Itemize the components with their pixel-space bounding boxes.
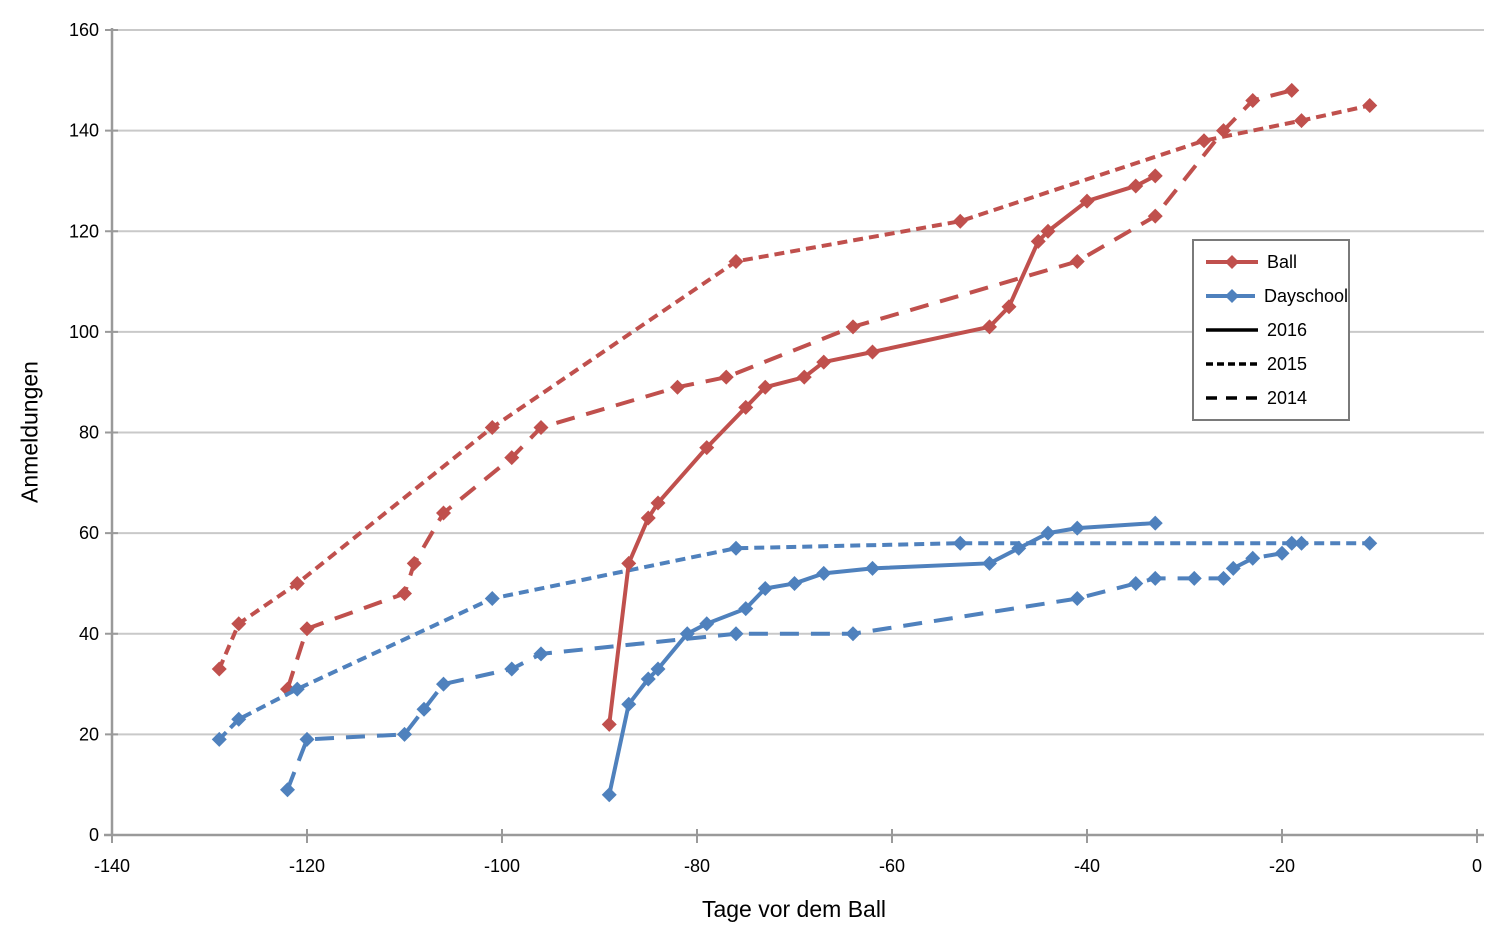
legend-line-2016-icon — [1206, 328, 1258, 332]
y-tick-label: 160 — [69, 20, 99, 40]
series-dayschool-2014-line — [285, 541, 1294, 791]
x-tick-label: -140 — [94, 856, 130, 876]
legend: Ball Dayschool 2016 2015 2014 — [1192, 239, 1350, 421]
x-tick-label: -20 — [1269, 856, 1295, 876]
x-tick-label: -100 — [484, 856, 520, 876]
legend-line-ball-icon — [1206, 255, 1258, 269]
series-dayschool-2016-markers — [601, 515, 1163, 803]
y-axis-title: Anmeldungen — [16, 361, 43, 503]
legend-entry-2016: 2016 — [1206, 314, 1348, 346]
series-dayschool-2014-markers — [280, 535, 1300, 798]
legend-sample-marker — [1225, 255, 1239, 269]
legend-entry-ball: Ball — [1206, 246, 1348, 278]
y-tick-label: 0 — [89, 825, 99, 845]
series-dayschool-2015-markers — [211, 535, 1378, 747]
legend-entry-2014: 2014 — [1206, 382, 1348, 414]
x-tick-label: -80 — [684, 856, 710, 876]
x-tick-label: 0 — [1472, 856, 1482, 876]
x-tick-label: -120 — [289, 856, 325, 876]
legend-label: 2014 — [1267, 387, 1308, 408]
legend-entry-2015: 2015 — [1206, 348, 1348, 380]
legend-label: 2015 — [1267, 353, 1308, 374]
legend-entry-dayschool: Dayschool — [1206, 280, 1348, 312]
x-tick-label: -40 — [1074, 856, 1100, 876]
legend-label: 2016 — [1267, 319, 1308, 340]
series-dayschool-2016-line — [607, 521, 1156, 796]
x-tick-label: -60 — [879, 856, 905, 876]
series-ball-2014-markers — [280, 82, 1300, 697]
x-axis-title: Tage vor dem Ball — [701, 896, 887, 922]
legend-line-dayschool-icon — [1206, 289, 1255, 303]
y-tick-label: 40 — [79, 624, 99, 644]
legend-line-2014-icon — [1206, 396, 1258, 400]
y-tick-label: 20 — [79, 724, 99, 744]
series-ball-2016-markers — [601, 168, 1163, 732]
series-ball-2014-line — [285, 88, 1293, 690]
y-tick-label: 60 — [79, 523, 99, 543]
y-tick-label: 80 — [79, 423, 99, 443]
y-tick-label: 120 — [69, 221, 99, 241]
series-dayschool-2015-line — [217, 541, 1370, 741]
legend-sample-marker — [1225, 289, 1239, 303]
legend-line-2015-icon — [1206, 362, 1258, 366]
legend-label: Ball — [1267, 251, 1298, 272]
legend-label: Dayschool — [1263, 285, 1348, 306]
y-tick-label: 100 — [69, 322, 99, 342]
y-tick-label: 140 — [69, 121, 99, 141]
